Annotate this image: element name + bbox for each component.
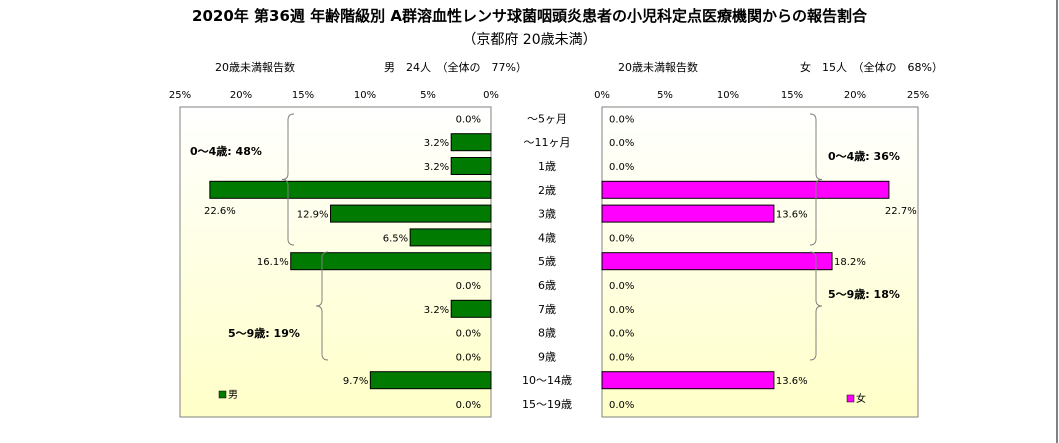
male-header-total: 男 24人 （全体の 77%） <box>384 60 527 74</box>
category-label: 10～14歳 <box>522 374 572 387</box>
male-legend-label: 男 <box>228 389 238 401</box>
female-value-label: 0.0% <box>609 281 634 292</box>
male-value-label: 3.2% <box>424 305 449 316</box>
male-legend-swatch <box>218 390 227 399</box>
male-value-label: 0.0% <box>456 114 481 125</box>
male-bar <box>409 228 492 247</box>
female-legend-swatch <box>846 394 855 403</box>
category-label: 3歳 <box>538 208 556 221</box>
male-tick-label: 20% <box>230 90 252 101</box>
male-value-label: 16.1% <box>257 257 289 268</box>
category-label: 8歳 <box>538 327 556 340</box>
female-value-label: 0.0% <box>609 352 634 363</box>
category-label: 15～19歳 <box>522 398 572 411</box>
male-value-label: 22.6% <box>204 206 236 217</box>
male-tick-label: 25% <box>169 90 191 101</box>
female-value-label: 22.7% <box>885 206 917 217</box>
female-legend-label: 女 <box>856 392 866 405</box>
male-tick-label: 0% <box>483 90 499 101</box>
chart-subtitle: （京都府 20歳未満） <box>462 32 597 48</box>
male-tick-label: 5% <box>420 90 436 101</box>
male-value-label: 9.7% <box>343 376 368 387</box>
category-label: 6歳 <box>538 279 556 292</box>
female-tick-label: 25% <box>907 90 929 101</box>
male-header-count-label: 20歳未満報告数 <box>215 61 295 74</box>
male-value-label: 0.0% <box>456 400 481 411</box>
category-label: 2歳 <box>538 184 556 197</box>
category-label: ～5ヶ月 <box>527 112 567 125</box>
female-tick-label: 10% <box>717 90 739 101</box>
male-bar <box>369 371 492 390</box>
female-bar <box>601 252 833 271</box>
female-bar <box>601 371 775 390</box>
male-bar <box>450 157 492 175</box>
category-label: 4歳 <box>538 231 556 244</box>
male-bar <box>330 204 492 223</box>
male-value-label: 3.2% <box>424 162 449 173</box>
female-brace-0-4 <box>809 113 823 246</box>
male-bar <box>450 299 492 318</box>
female-value-label: 0.0% <box>609 162 634 173</box>
male-bar <box>209 180 492 199</box>
female-value-label: 0.0% <box>609 400 634 411</box>
category-label: ～11ヶ月 <box>524 136 571 149</box>
male-value-label: 3.2% <box>424 138 449 149</box>
female-bar <box>601 180 890 199</box>
male-tick-label: 10% <box>354 90 376 101</box>
male-annotation-0-4: 0～4歳: 48% <box>190 144 262 158</box>
category-label: 5歳 <box>538 255 556 268</box>
female-header-total: 女 15人 （全体の 68%） <box>800 60 943 74</box>
male-annotation-5-9: 5～9歳: 19% <box>228 326 300 340</box>
male-value-label: 0.0% <box>456 281 481 292</box>
male-brace-0-4 <box>281 113 295 246</box>
female-value-label: 0.0% <box>609 138 634 149</box>
category-label: 1歳 <box>538 160 556 173</box>
female-value-label: 0.0% <box>609 114 634 125</box>
female-bar <box>601 204 775 223</box>
female-value-label: 13.6% <box>776 376 808 387</box>
female-annotation-0-4: 0～4歳: 36% <box>828 149 900 163</box>
male-bar <box>290 252 492 271</box>
male-tick-label: 15% <box>292 90 314 101</box>
female-tick-label: 15% <box>781 90 803 101</box>
female-brace-5-9 <box>809 251 823 361</box>
male-brace-5-9 <box>315 251 329 361</box>
category-label: 9歳 <box>538 350 556 363</box>
female-tick-label: 0% <box>594 90 610 101</box>
female-annotation-5-9: 5～9歳: 18% <box>828 287 900 301</box>
female-tick-label: 5% <box>657 90 673 101</box>
male-value-label: 12.9% <box>297 210 329 221</box>
male-value-label: 0.0% <box>456 329 481 340</box>
male-bar <box>450 133 492 152</box>
chart-title: 2020年 第36週 年齢階級別 A群溶血性レンサ球菌咽頭炎患者の小児科定点医療… <box>192 7 867 25</box>
female-value-label: 13.6% <box>776 210 808 221</box>
male-value-label: 0.0% <box>456 352 481 363</box>
category-label: 7歳 <box>538 303 556 316</box>
female-header-count-label: 20歳未満報告数 <box>618 61 698 74</box>
female-tick-label: 20% <box>844 90 866 101</box>
male-value-label: 6.5% <box>383 233 408 244</box>
female-value-label: 0.0% <box>609 305 634 316</box>
female-value-label: 0.0% <box>609 329 634 340</box>
female-value-label: 18.2% <box>834 257 866 268</box>
female-value-label: 0.0% <box>609 233 634 244</box>
